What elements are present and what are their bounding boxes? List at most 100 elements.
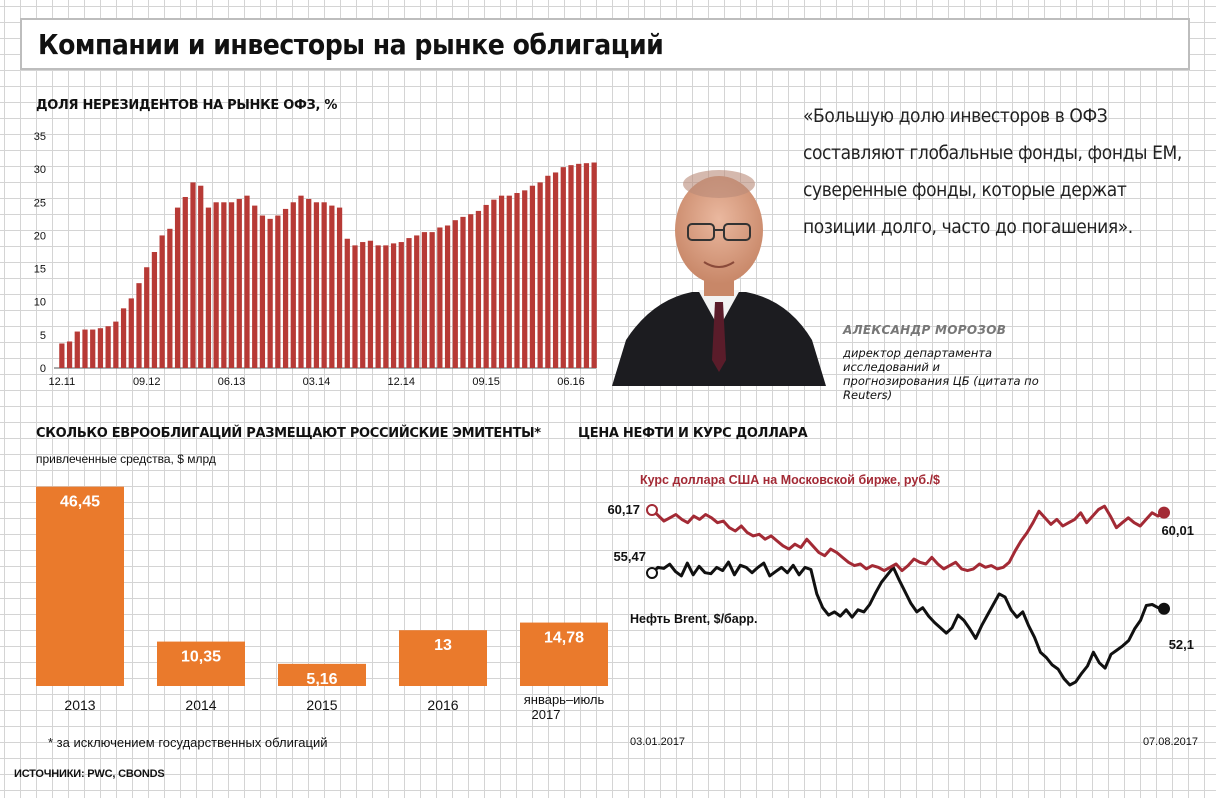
bar <box>444 225 451 368</box>
bar <box>66 341 73 368</box>
quote-author: АЛЕКСАНДР МОРОЗОВ <box>843 323 1007 337</box>
bar <box>583 163 590 368</box>
bar <box>468 214 474 368</box>
x-tick-label: 06.13 <box>218 376 246 388</box>
bar <box>591 162 597 368</box>
bar <box>491 199 497 368</box>
usd-start-label: 60,17 <box>607 502 640 517</box>
bar-value-label: 14,78 <box>544 630 584 647</box>
bar <box>151 252 158 368</box>
y-tick-label: 35 <box>34 131 46 143</box>
bar <box>144 267 150 368</box>
bar <box>560 167 566 368</box>
bar <box>406 238 412 368</box>
bar <box>182 196 188 368</box>
bar <box>399 630 487 686</box>
usd-start-marker <box>646 504 658 516</box>
category-label: 2014 <box>185 697 216 713</box>
x-start-label: 03.01.2017 <box>630 736 685 748</box>
ofz-chart: 0 5 10 15 20 25 30 35 12.11 09.12 06.13 03.14 12.14 0… <box>34 131 670 388</box>
bar <box>360 242 366 368</box>
eurobond-chart: 46,45 2013 10,35 2014 5,16 2015 13 2016 14,78 янв… <box>36 486 608 722</box>
bar <box>514 193 520 368</box>
bar <box>483 204 489 368</box>
ofz-chart-title: ДОЛЯ НЕРЕЗИДЕНТОВ НА РЫНКЕ ОФЗ, % <box>36 98 338 113</box>
x-tick-label: 06.16 <box>557 376 585 388</box>
bar <box>82 329 88 368</box>
bar <box>529 185 536 368</box>
bar <box>74 331 80 368</box>
quote-author-position: директор департамента исследований и про… <box>843 346 1039 402</box>
title-panel <box>20 18 1190 70</box>
bar <box>244 195 250 368</box>
bar-value-label: 13 <box>434 637 452 654</box>
bar-value-label: 10,35 <box>181 649 221 666</box>
y-tick-label: 5 <box>40 330 46 342</box>
bar <box>321 202 327 368</box>
bar <box>522 190 528 368</box>
oil-line <box>650 560 1165 687</box>
bar <box>498 195 505 368</box>
bar <box>267 218 273 368</box>
bar <box>174 207 181 368</box>
bar <box>552 172 559 368</box>
bar <box>278 663 366 686</box>
bar <box>398 242 404 368</box>
bar <box>329 205 335 368</box>
bar <box>213 202 219 368</box>
bar <box>576 163 582 368</box>
bar <box>460 216 466 368</box>
footnote: * за исключением государственных облигац… <box>48 735 328 750</box>
bar <box>344 238 350 368</box>
oil-usd-chart: Курс доллара США на Московской бирже, ру… <box>607 473 1198 748</box>
oil-series-label: Нефть Brent, $/барр. <box>630 612 757 626</box>
eurobond-chart-title: СКОЛЬКО ЕВРООБЛИГАЦИЙ РАЗМЕЩАЮТ РОССИЙСК… <box>36 426 541 441</box>
bar <box>167 228 173 368</box>
bar <box>228 202 235 368</box>
oil-end-label: 52,1 <box>1169 637 1194 652</box>
oil-start-label: 55,47 <box>613 549 646 564</box>
bar <box>421 232 428 368</box>
x-tick-label: 03.14 <box>303 376 331 388</box>
category-label: 2017 <box>532 707 561 722</box>
bar <box>136 283 142 368</box>
bar <box>375 245 381 368</box>
bar-value-label: 5,16 <box>306 671 337 688</box>
bar <box>282 208 289 368</box>
bar <box>336 207 343 368</box>
y-tick-label: 0 <box>40 363 46 375</box>
category-label: 2016 <box>427 697 458 713</box>
bar <box>59 343 65 368</box>
bar-value-label: 46,45 <box>60 494 100 511</box>
bar <box>120 308 127 368</box>
bar <box>97 328 104 368</box>
bar <box>205 207 212 368</box>
bar <box>390 243 397 368</box>
bar <box>298 195 304 368</box>
oil-usd-chart-title: ЦЕНА НЕФТИ И КУРС ДОЛЛАРА <box>578 426 808 441</box>
bar <box>36 486 124 686</box>
x-tick-label: 09.12 <box>133 376 161 388</box>
quote-text: «Большую долю инвесторов в ОФЗ составляю… <box>803 105 1182 238</box>
bar <box>275 215 281 368</box>
x-end-label: 07.08.2017 <box>1143 736 1198 748</box>
sources: ИСТОЧНИКИ: PWC, CBONDS <box>14 768 165 780</box>
category-label: 2013 <box>64 697 95 713</box>
usd-line <box>651 504 1165 573</box>
bar <box>506 195 512 368</box>
bar <box>429 232 435 368</box>
bar <box>537 182 543 368</box>
bar <box>236 198 242 368</box>
y-tick-label: 20 <box>34 230 46 242</box>
portrait-photo <box>612 150 826 386</box>
bar <box>90 329 96 368</box>
bar <box>159 235 165 368</box>
bar <box>520 622 608 686</box>
oil-start-marker <box>646 567 658 579</box>
bar <box>352 245 358 368</box>
bar <box>290 202 296 368</box>
bar <box>414 235 420 368</box>
bar <box>313 202 320 368</box>
bar <box>545 175 551 368</box>
y-tick-label: 10 <box>34 297 46 309</box>
